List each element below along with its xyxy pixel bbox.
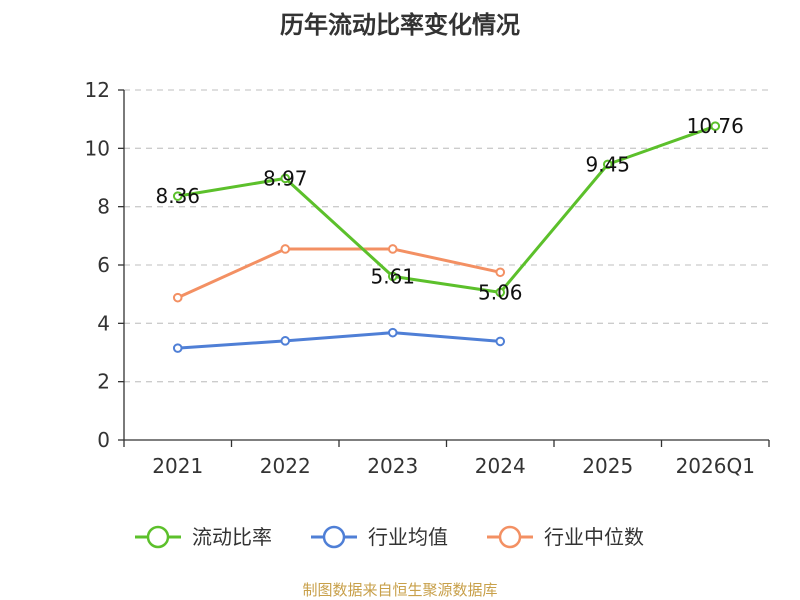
data-label: 8.97 [263, 166, 308, 190]
chart-title: 历年流动比率变化情况 [280, 11, 520, 39]
data-point [280, 244, 291, 254]
data-point [495, 267, 506, 278]
grid-lines [124, 89, 769, 383]
x-tick-label: 2022 [260, 454, 311, 478]
legend-label: 行业均值 [368, 525, 448, 549]
data-point [387, 327, 398, 338]
x-tick-label: 2025 [582, 454, 633, 478]
data-label: 9.45 [585, 152, 630, 176]
legend-marker [146, 525, 170, 549]
legend-marker [498, 525, 522, 549]
axes: 0 2 4 6 8 10 12 2021 2022 2023 2024 2025 2026Q1 [85, 78, 770, 478]
series [172, 121, 721, 353]
data-point [172, 292, 183, 303]
y-tick-label: 4 [97, 311, 110, 335]
data-point [280, 173, 291, 184]
legend-item: 流动比率 [135, 525, 272, 549]
data-point [172, 343, 183, 353]
legend-item: 行业中位数 [487, 525, 644, 549]
data-point [280, 336, 291, 346]
x-tick-label: 2021 [152, 454, 203, 478]
y-tick-label: 6 [97, 253, 110, 277]
data-label: 10.76 [687, 114, 744, 138]
data-point [387, 244, 398, 254]
data-label: 8.36 [155, 184, 200, 208]
data-point [172, 191, 183, 201]
legend-label: 流动比率 [192, 525, 272, 549]
data-point [387, 271, 398, 282]
data-label: 5.06 [478, 280, 523, 304]
y-tick-label: 0 [97, 428, 110, 452]
series-line [177, 331, 501, 350]
series-line [177, 247, 501, 300]
data-point [602, 159, 613, 170]
data-point [710, 121, 721, 131]
legend-marker [322, 525, 346, 549]
series-line [177, 124, 716, 294]
y-tick-label: 12 [85, 78, 110, 102]
y-tick-label: 2 [97, 370, 110, 394]
x-tick-label: 2024 [475, 454, 526, 478]
data-point [495, 336, 506, 347]
legend: 流动比率 行业均值 行业中位数 [135, 525, 644, 549]
source-note: 制图数据来自恒生聚源数据库 [302, 581, 497, 599]
y-tick-label: 8 [97, 195, 110, 219]
legend-label: 行业中位数 [544, 525, 644, 549]
data-label: 5.61 [370, 264, 415, 288]
y-tick-label: 10 [85, 136, 110, 160]
data-point [495, 287, 506, 298]
data-labels: 8.36 8.97 5.61 5.06 9.45 10.76 [155, 114, 743, 304]
x-tick-label: 2023 [367, 454, 418, 478]
x-tick-label: 2026Q1 [676, 454, 755, 478]
legend-item: 行业均值 [311, 525, 448, 549]
